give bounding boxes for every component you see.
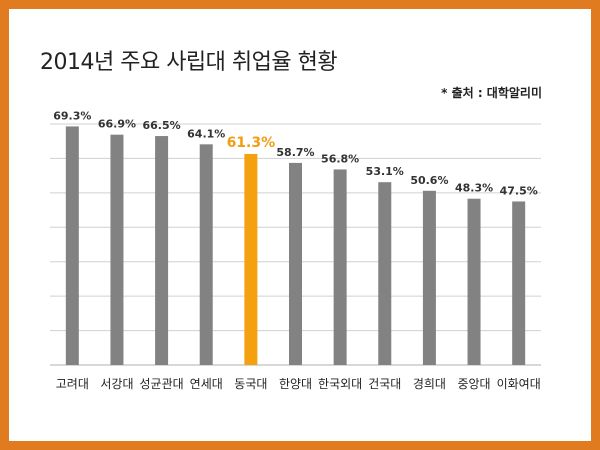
value-label: 56.8%: [321, 152, 359, 165]
bar-1: [65, 126, 79, 365]
bar-4: [199, 144, 213, 365]
category-label: 성균관대: [140, 377, 184, 391]
category-label: 중앙대: [457, 377, 490, 391]
value-label: 48.3%: [455, 182, 493, 195]
value-label: 66.9%: [98, 118, 136, 131]
category-label: 고려대: [56, 377, 89, 391]
value-label: 61.3%: [227, 135, 276, 151]
bar-11: [512, 201, 526, 365]
chart-title: 2014년 주요 사립대 취업율 현황: [40, 50, 338, 75]
value-label: 58.7%: [276, 146, 314, 159]
value-label: 66.5%: [143, 119, 181, 132]
bar-3: [155, 136, 169, 365]
category-label: 이화여대: [497, 377, 541, 391]
value-label: 53.1%: [366, 165, 404, 178]
category-label: 한양대: [279, 377, 312, 391]
bars: [65, 126, 526, 365]
bar-5: [244, 153, 258, 365]
category-label: 건국대: [368, 377, 401, 391]
category-label: 연세대: [190, 377, 223, 391]
bar-2: [110, 134, 124, 365]
bar-10: [467, 198, 481, 365]
value-label: 50.6%: [410, 174, 448, 187]
category-label: 한국외대: [318, 377, 362, 391]
category-label: 동국대: [234, 377, 267, 391]
bar-9: [422, 190, 436, 365]
value-label: 47.5%: [500, 184, 538, 197]
value-label: 69.3%: [53, 109, 91, 122]
category-labels: 고려대 서강대 성균관대 연세대 동국대 한양대 한국외대 건국대 경희대 중앙대 이화여대: [56, 377, 541, 391]
bar-7: [333, 169, 347, 365]
bar-6: [289, 162, 302, 365]
source-note: * 출처 : 대학알리미: [441, 86, 542, 100]
category-label: 경희대: [413, 377, 446, 391]
value-labels: 69.3% 66.9% 66.5% 64.1%61.3%58.7% 56.8% 53.1%…: [53, 109, 538, 197]
bar-8: [378, 182, 392, 365]
category-label: 서강대: [100, 377, 133, 391]
value-label: 64.1%: [187, 127, 225, 140]
